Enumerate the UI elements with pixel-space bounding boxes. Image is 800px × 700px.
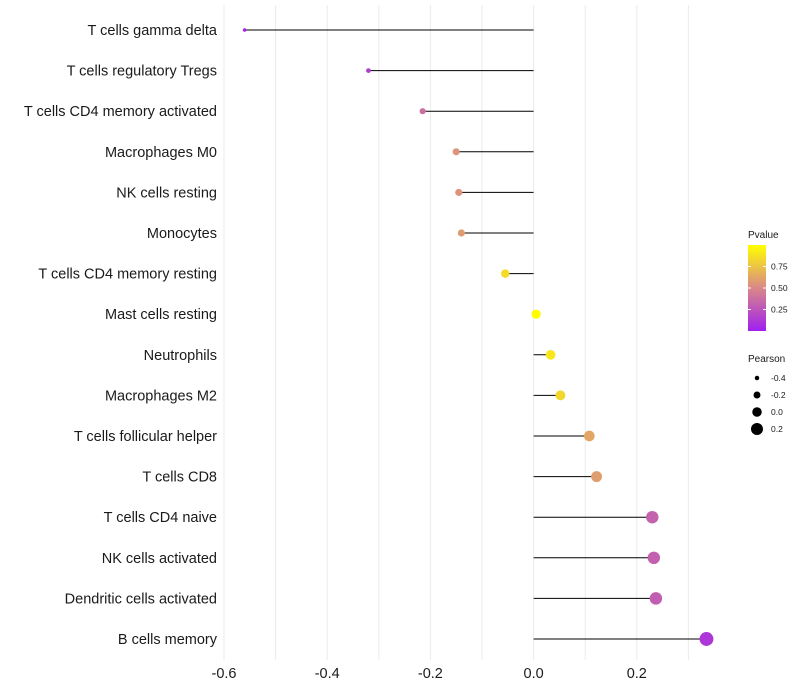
category-label: NK cells resting xyxy=(116,185,217,201)
pvalue-tick-label: 0.75 xyxy=(771,262,788,272)
category-label: Monocytes xyxy=(147,226,217,242)
pvalue-tick-label: 0.25 xyxy=(771,305,788,315)
category-label: Macrophages M2 xyxy=(105,388,217,404)
data-point xyxy=(583,430,595,442)
pearson-legend-label: -0.2 xyxy=(771,390,786,400)
pearson-legend: Pearson -0.4 -0.2 0.0 0.2 xyxy=(748,354,786,435)
data-point xyxy=(699,632,714,646)
data-point xyxy=(647,551,661,565)
data-point xyxy=(457,229,465,237)
pearson-legend-key xyxy=(754,375,760,381)
pearson-legend-key xyxy=(753,391,761,399)
category-label: T cells follicular helper xyxy=(74,429,217,445)
x-axis: -0.6 -0.4 -0.2 0.0 0.2 xyxy=(212,666,647,682)
pvalue-legend: Pvalue 0.75 0.50 0.25 xyxy=(748,230,788,331)
category-label: T cells regulatory Tregs xyxy=(67,64,217,80)
category-axis: T cells gamma delta T cells regulatory Tr… xyxy=(24,23,218,648)
data-point xyxy=(649,592,663,605)
pvalue-colorbar xyxy=(748,245,766,331)
data-point xyxy=(646,510,659,524)
data-point xyxy=(455,188,463,196)
category-label: Dendritic cells activated xyxy=(65,591,217,607)
pvalue-tick-label: 0.50 xyxy=(771,283,788,293)
pearson-legend-key xyxy=(751,423,763,435)
x-tick-label: 0.0 xyxy=(524,666,544,682)
data-point xyxy=(531,309,541,319)
data-point xyxy=(366,68,371,73)
grid-layer xyxy=(223,5,689,660)
pearson-legend-label: 0.0 xyxy=(771,407,783,417)
category-label: T cells CD8 xyxy=(142,470,217,486)
category-label: NK cells activated xyxy=(102,551,217,567)
category-label: Neutrophils xyxy=(144,348,217,364)
stem-layer xyxy=(244,29,707,640)
pearson-legend-label: 0.2 xyxy=(771,424,783,434)
pvalue-legend-title: Pvalue xyxy=(748,230,779,241)
data-point xyxy=(555,390,566,401)
pearson-legend-key xyxy=(752,407,762,417)
data-point xyxy=(242,28,247,32)
x-tick-label: -0.2 xyxy=(418,666,443,682)
pearson-legend-label: -0.4 xyxy=(771,373,786,383)
x-tick-label: 0.2 xyxy=(627,666,647,682)
data-point xyxy=(419,108,426,115)
data-point xyxy=(545,349,556,360)
x-tick-label: -0.6 xyxy=(212,666,237,682)
data-point xyxy=(501,269,510,278)
category-label: T cells CD4 naive xyxy=(104,510,217,526)
data-point xyxy=(591,471,603,483)
category-label: Mast cells resting xyxy=(105,307,217,323)
data-point xyxy=(452,148,460,156)
category-label: T cells CD4 memory activated xyxy=(24,104,217,120)
category-label: Macrophages M0 xyxy=(105,145,217,161)
x-tick-label: -0.4 xyxy=(315,666,340,682)
point-layer xyxy=(242,28,714,646)
category-label: B cells memory xyxy=(118,632,218,648)
pearson-legend-title: Pearson xyxy=(748,354,785,365)
category-label: T cells gamma delta xyxy=(88,23,218,39)
category-label: T cells CD4 memory resting xyxy=(38,267,217,283)
